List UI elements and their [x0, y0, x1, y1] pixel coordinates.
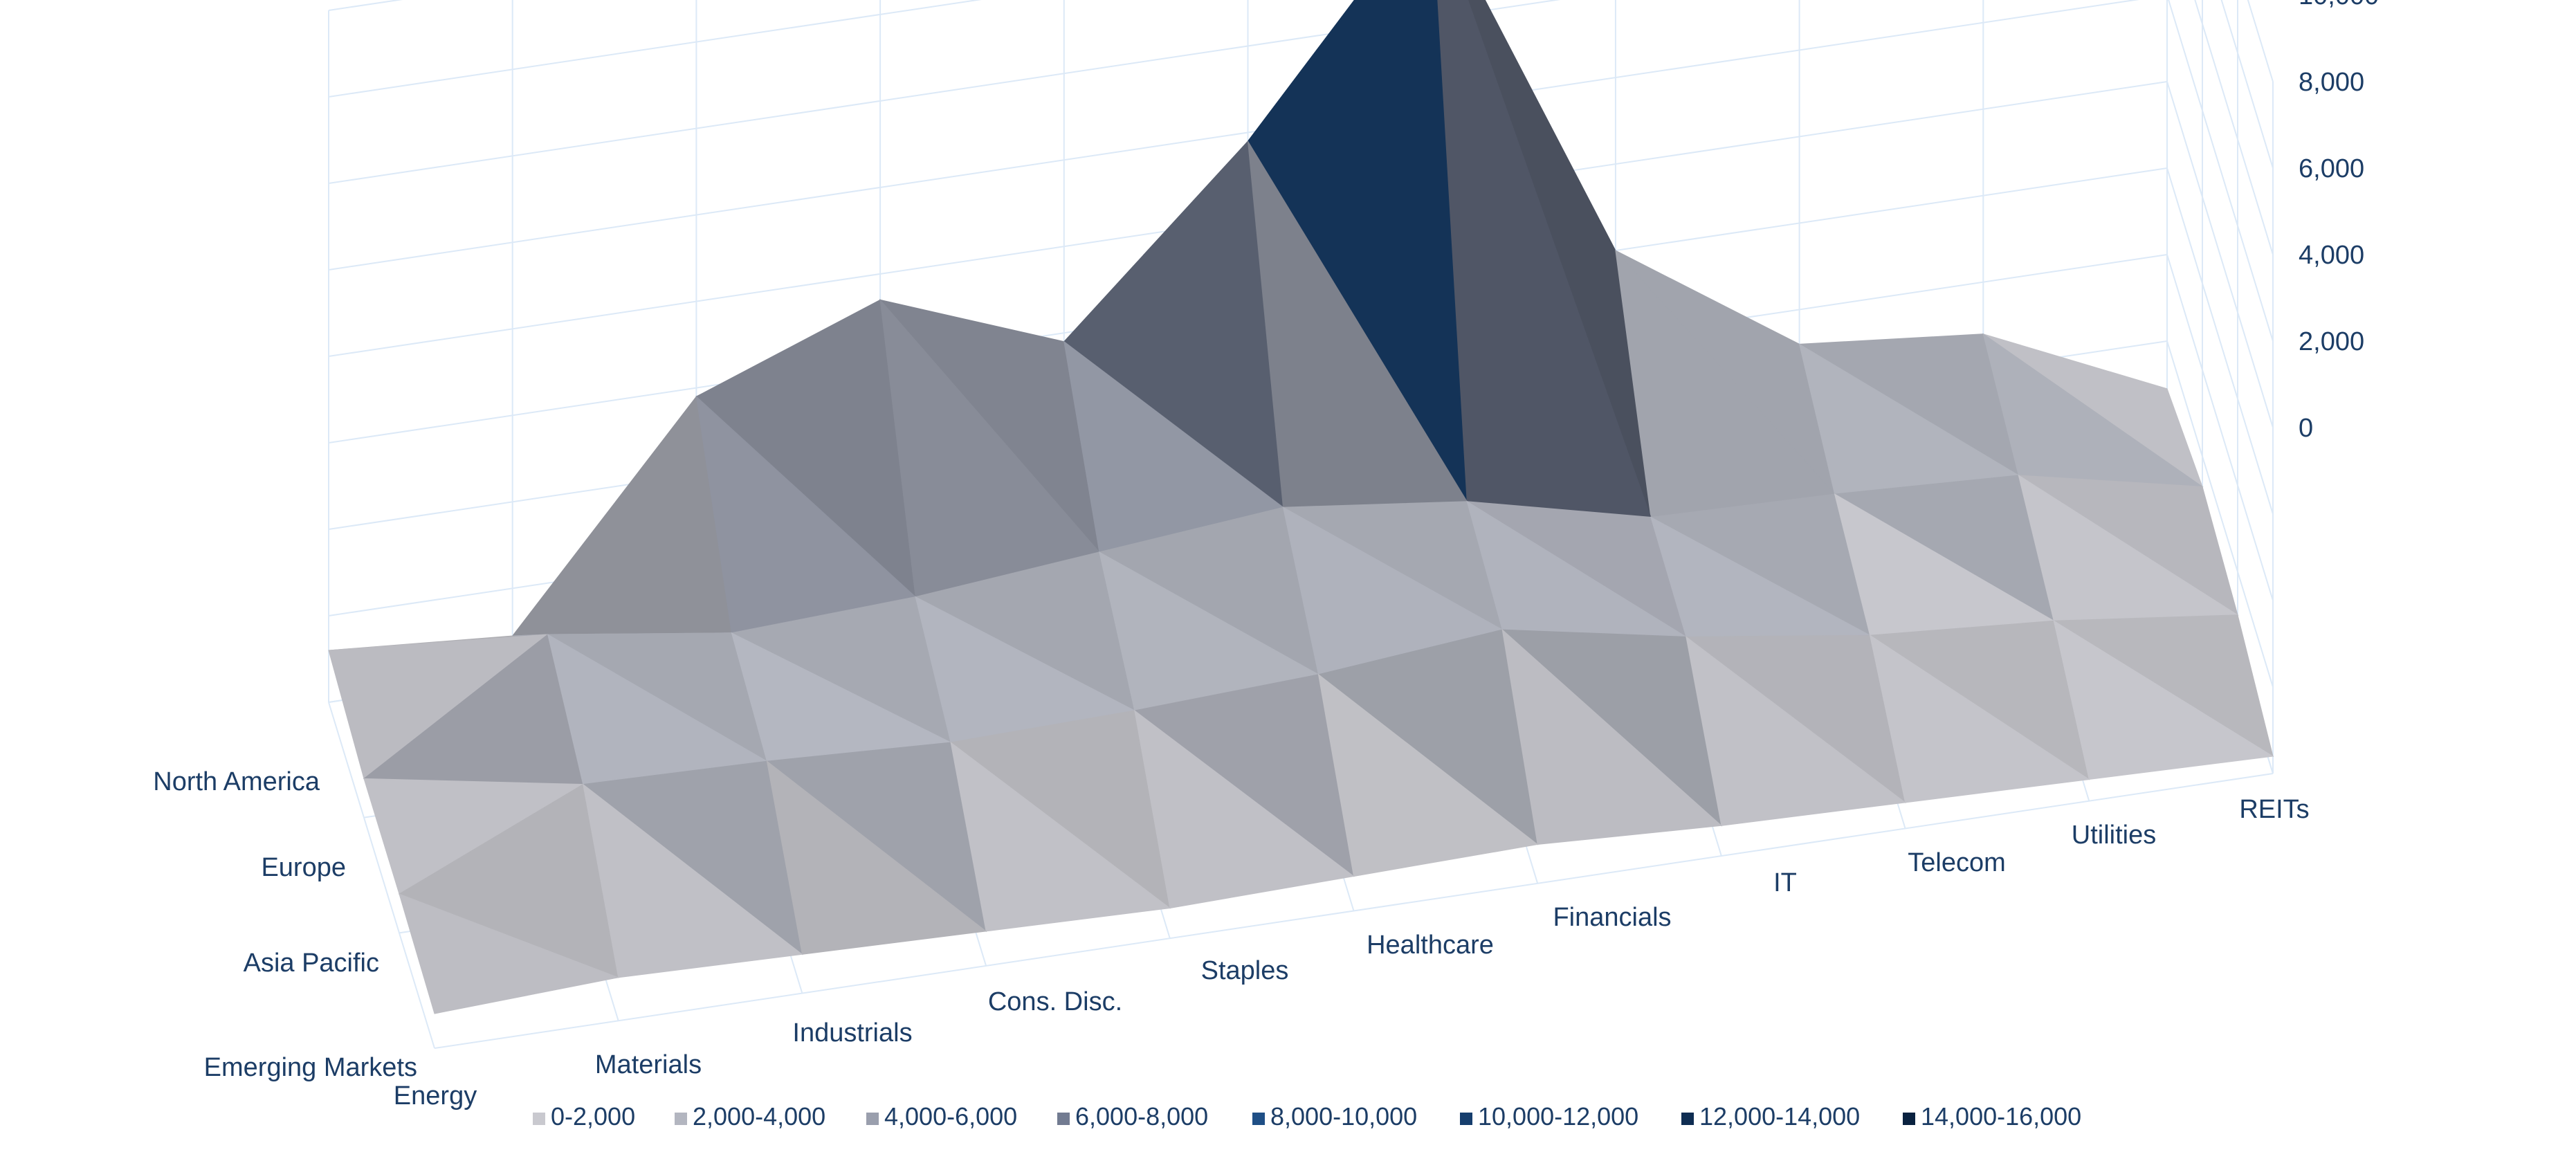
legend-item: 2,000-4,000 [675, 1102, 825, 1131]
grid-line-side-horizontal [2166, 254, 2274, 601]
legend-item: 4,000-6,000 [866, 1102, 1017, 1131]
legend-item: 0-2,000 [533, 1102, 635, 1131]
surface-facet [1317, 673, 1539, 877]
legend-item: 12,000-14,000 [1681, 1102, 1860, 1131]
grid-line-side-horizontal [2166, 167, 2274, 515]
grid-line-back-horizontal [328, 0, 1561, 184]
x-tick-label: Utilities [2072, 821, 2156, 850]
legend-label: 0-2,000 [551, 1102, 635, 1131]
grid-line-side-horizontal [2220, 0, 2274, 169]
grid-line-side-horizontal [2166, 81, 2274, 428]
legend-swatch [1903, 1113, 1915, 1125]
grid-line-back-horizontal [328, 0, 2139, 271]
surface-facet [582, 783, 803, 978]
legend-swatch [1252, 1113, 1265, 1125]
z-tick-label: 0 [2299, 414, 2313, 443]
surface-facet [1501, 628, 1723, 845]
grid-line-side-horizontal [2194, 0, 2274, 255]
legend-swatch [1460, 1113, 1472, 1125]
x-tick-label: Energy [394, 1081, 477, 1110]
z-tick-label: 8,000 [2299, 68, 2364, 97]
legend-swatch [675, 1113, 687, 1125]
legend-label: 4,000-6,000 [884, 1102, 1017, 1131]
surface-facet [511, 395, 732, 637]
legend: 0-2,000 2,000-4,000 4,000-6,000 6,000-8,000… [533, 1102, 2081, 1131]
surface-facet [2053, 620, 2274, 780]
legend-label: 12,000-14,000 [1699, 1102, 1860, 1131]
legend-item: 6,000-8,000 [1057, 1102, 1208, 1131]
axis-labels: 02,0004,0006,0008,00010,00012,00014,0001… [153, 0, 2379, 1110]
y-tick-label: Europe [261, 853, 346, 882]
z-tick-label: 4,000 [2299, 241, 2364, 270]
legend-item: 10,000-12,000 [1460, 1102, 1638, 1131]
legend-label: 10,000-12,000 [1478, 1102, 1638, 1131]
legend-label: 6,000-8,000 [1075, 1102, 1208, 1131]
surface-facet [1869, 634, 2090, 803]
legend-label: 14,000-16,000 [1921, 1102, 2081, 1131]
legend-swatch [866, 1113, 879, 1125]
legend-swatch [1681, 1113, 1694, 1125]
x-tick-label: Telecom [1908, 848, 2006, 877]
surface-facet [1134, 709, 1355, 909]
z-tick-label: 10,000 [2299, 0, 2379, 10]
legend-label: 2,000-4,000 [693, 1102, 825, 1131]
x-tick-label: Cons. Disc. [988, 987, 1122, 1016]
x-tick-label: REITs [2239, 795, 2309, 824]
legend-swatch [533, 1113, 545, 1125]
surface-facet [950, 741, 1171, 932]
y-tick-label: North America [153, 767, 320, 796]
x-tick-label: IT [1773, 868, 1797, 897]
x-tick-label: Financials [1553, 903, 1671, 932]
legend-swatch [1057, 1113, 1070, 1125]
grid-line-side-horizontal [2247, 0, 2274, 82]
y-tick-label: Emerging Markets [204, 1053, 417, 1082]
z-tick-label: 6,000 [2299, 154, 2364, 183]
legend-label: 8,000-10,000 [1270, 1102, 1417, 1131]
grid-line-back-horizontal [328, 0, 982, 98]
x-tick-label: Materials [595, 1050, 702, 1079]
grid-line-floor [328, 702, 435, 1049]
grid-line-floor [434, 773, 2274, 1049]
x-tick-label: Industrials [792, 1018, 912, 1048]
surface-mesh [328, 0, 2274, 1014]
x-tick-label: Healthcare [1367, 931, 1494, 960]
legend-item: 8,000-10,000 [1252, 1102, 1417, 1131]
legend-item: 14,000-16,000 [1903, 1102, 2081, 1131]
y-tick-label: Asia Pacific [244, 949, 379, 978]
surface-facet [1686, 636, 1906, 826]
grid-line-side-horizontal [2166, 340, 2274, 688]
x-tick-label: Staples [1201, 956, 1289, 985]
surface-facet [399, 893, 620, 1014]
grid-line-side-horizontal [2168, 0, 2274, 342]
surface-facet [766, 760, 987, 955]
z-tick-label: 2,000 [2299, 327, 2364, 356]
